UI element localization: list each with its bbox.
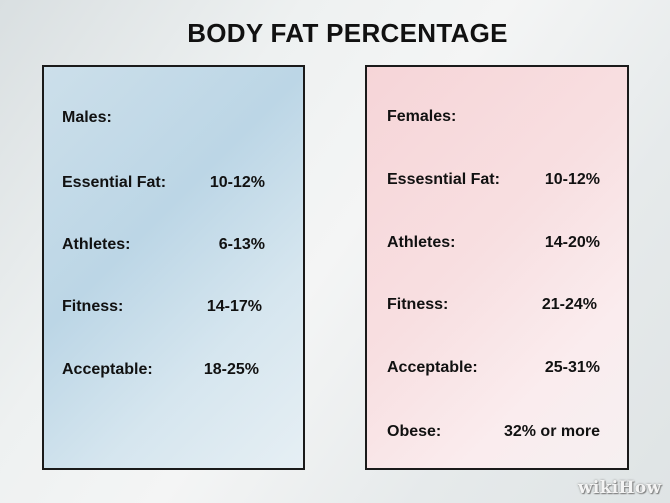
females-row-value: 25-31% bbox=[544, 359, 600, 376]
females-row-label: Fitness: bbox=[387, 296, 449, 313]
females-row-label: Essesntial Fat: bbox=[387, 171, 500, 188]
females-row-value: 32% or more bbox=[503, 423, 600, 440]
males-row-value: 6-13% bbox=[218, 236, 265, 253]
males-row-label: Athletes: bbox=[62, 236, 131, 253]
males-panel: Males: Essential Fat: 10-12% Athletes: 6… bbox=[42, 65, 305, 470]
females-heading: Females: bbox=[387, 108, 457, 125]
page-title: BODY FAT PERCENTAGE bbox=[187, 18, 508, 48]
females-row-label: Acceptable: bbox=[387, 359, 478, 376]
males-row-label: Fitness: bbox=[62, 298, 124, 315]
males-row-value: 18-25% bbox=[203, 361, 259, 378]
males-heading: Males: bbox=[62, 109, 112, 126]
wikihow-watermark: wikiHow bbox=[578, 478, 662, 498]
males-row-value: 14-17% bbox=[206, 298, 262, 315]
females-row-label: Athletes: bbox=[387, 234, 456, 251]
females-row-value: 10-12% bbox=[544, 171, 600, 188]
males-row-label: Essential Fat: bbox=[62, 174, 167, 191]
females-row-label: Obese: bbox=[387, 423, 442, 440]
females-row-value: 14-20% bbox=[544, 234, 600, 251]
males-row-value: 10-12% bbox=[209, 174, 265, 191]
males-row-label: Acceptable: bbox=[62, 361, 153, 378]
females-panel: Females: Essesntial Fat: 10-12% Athletes… bbox=[365, 65, 629, 470]
females-row-value: 21-24% bbox=[541, 296, 597, 313]
